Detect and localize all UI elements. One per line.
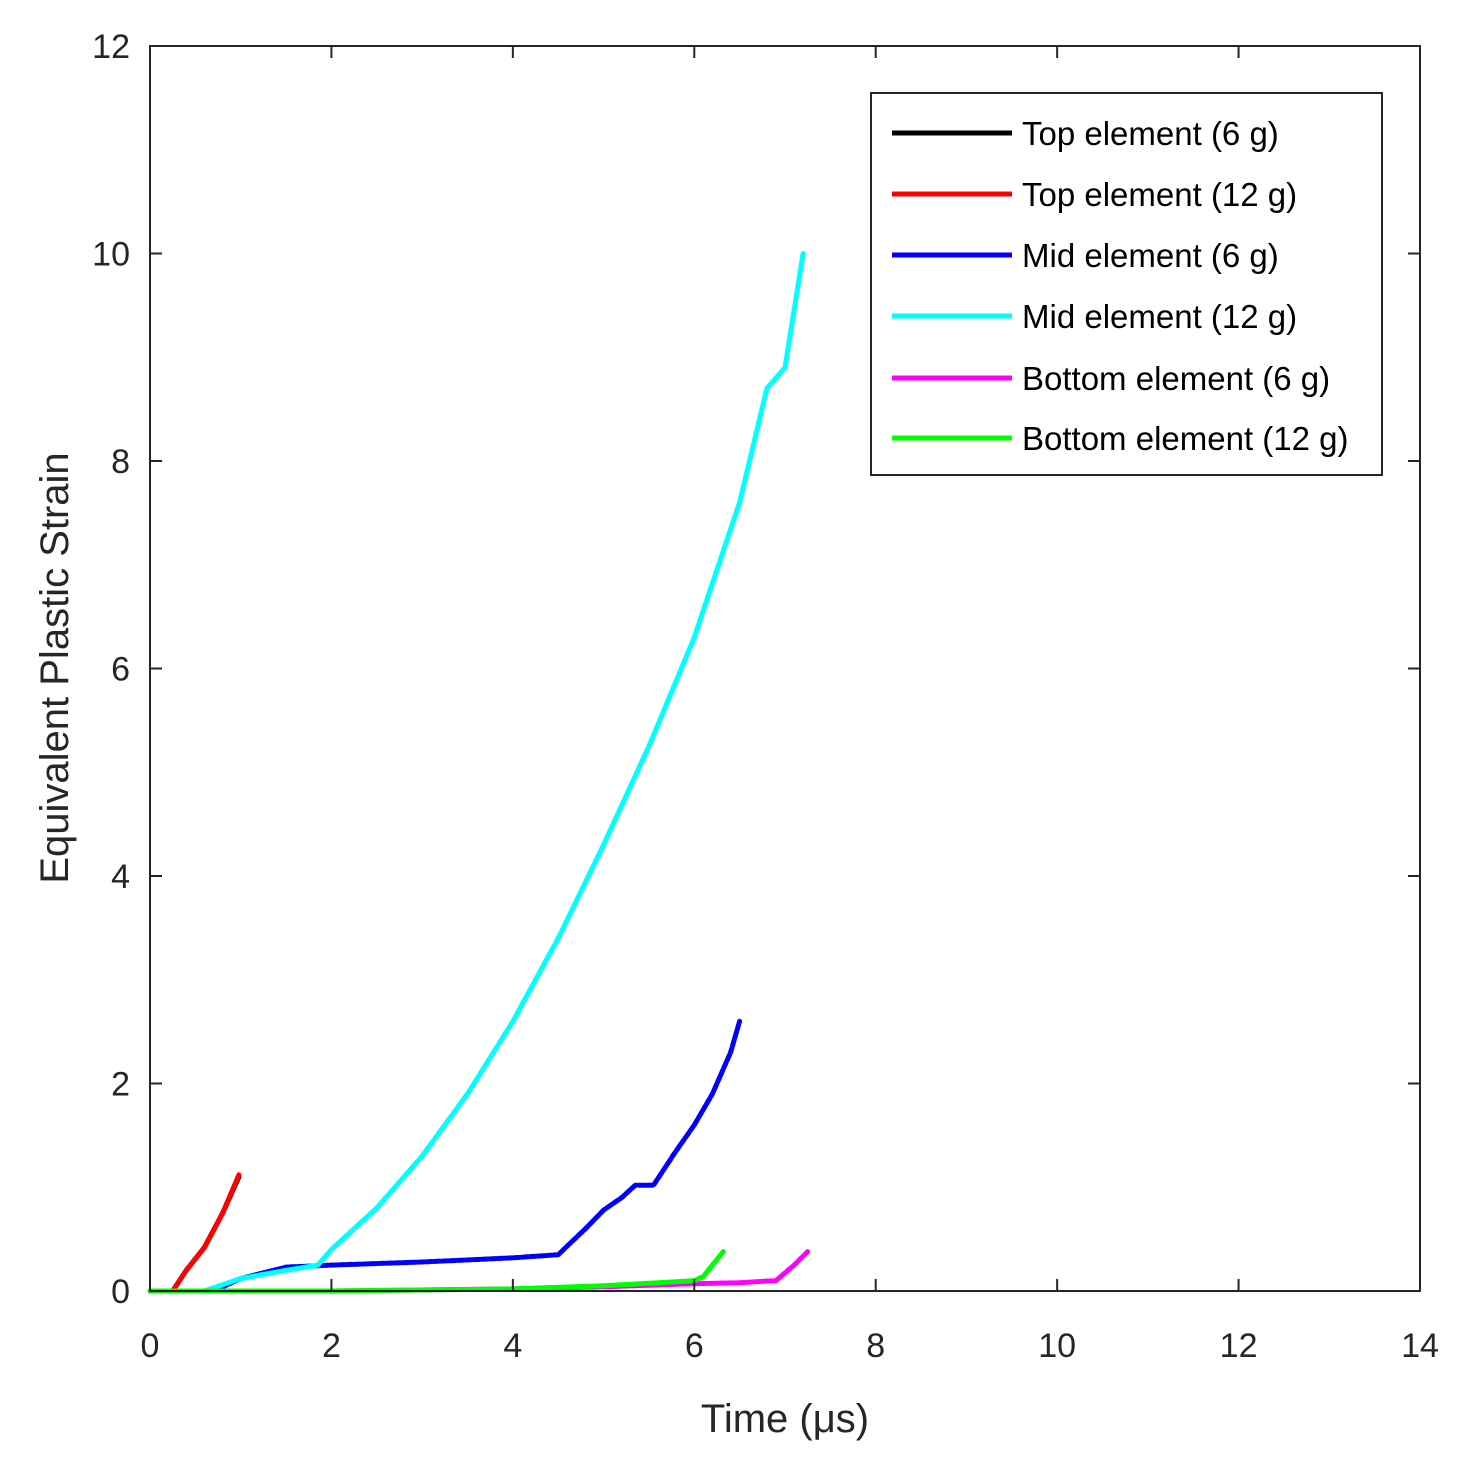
- x-tick-label: 0: [141, 1327, 160, 1365]
- x-tick-label: 4: [503, 1327, 522, 1365]
- x-tick-label: 10: [1038, 1327, 1076, 1365]
- legend-box: [870, 92, 1383, 476]
- y-axis-title: Equivalent Plastic Strain: [33, 452, 77, 883]
- x-axis-title: Time (μs): [701, 1397, 869, 1441]
- series-line-3: [147, 1018, 743, 1294]
- x-tick-label: 8: [866, 1327, 885, 1365]
- series-line-2: [170, 1172, 242, 1294]
- y-tick-label: 4: [111, 858, 130, 896]
- x-tick-label: 14: [1401, 1327, 1439, 1365]
- legend-label-2: Top element (12 g): [1022, 176, 1297, 213]
- tick-layer: 0 2 4 6 8 10 12 14 0 2 4 6 8 10 12: [92, 28, 1439, 1365]
- y-tick-label: 6: [111, 651, 130, 689]
- legend-label-4: Mid element (12 g): [1022, 298, 1297, 335]
- y-tick-label: 0: [111, 1273, 130, 1311]
- y-tick-label: 10: [92, 236, 130, 274]
- series-line-4: [147, 251, 806, 1294]
- x-tick-label: 6: [685, 1327, 704, 1365]
- y-tick-label: 2: [111, 1066, 130, 1104]
- legend-label-6: Bottom element (12 g): [1022, 420, 1349, 457]
- y-tick-label: 8: [111, 443, 130, 481]
- x-tick-label: 2: [322, 1327, 341, 1365]
- x-tick-label: 12: [1220, 1327, 1258, 1365]
- legend-label-3: Mid element (6 g): [1022, 237, 1279, 274]
- legend-label-1: Top element (6 g): [1022, 115, 1279, 152]
- y-tick-label: 12: [92, 28, 130, 66]
- legend-label-5: Bottom element (6 g): [1022, 360, 1330, 397]
- legend: Top element (6 g) Top element (12 g) Mid e…: [870, 92, 1383, 476]
